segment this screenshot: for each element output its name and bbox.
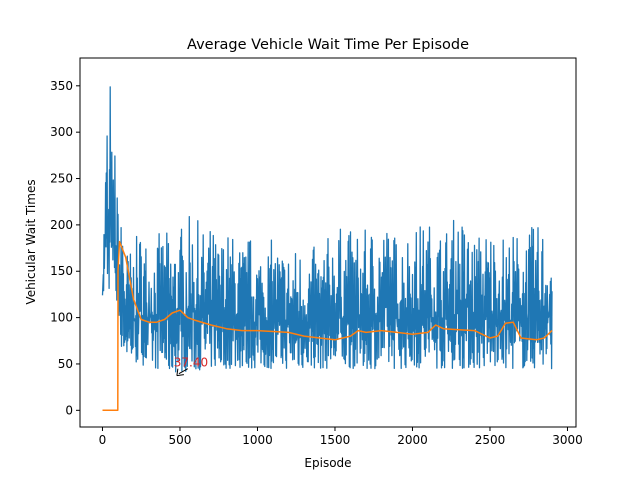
y-tick-label: 250 [50, 172, 73, 186]
y-axis: 0 50 100 150 200 250 300 350 [50, 79, 80, 417]
y-tick-label: 350 [50, 79, 73, 93]
y-tick-label: 100 [50, 311, 73, 325]
x-tick-label: 3000 [552, 433, 583, 447]
x-tick-label: 0 [99, 433, 107, 447]
annotation-arrowhead [176, 368, 184, 377]
plot-area: 37.40 [101, 86, 553, 412]
plot-frame [79, 57, 577, 428]
y-tick-label: 200 [50, 218, 73, 232]
y-axis-label: Vehicular Wait Times [24, 179, 38, 304]
annotation-label: 37.40 [174, 356, 208, 370]
x-axis-label: Episode [304, 456, 351, 470]
series-raw-line [101, 86, 553, 373]
y-tick-label: 150 [50, 264, 73, 278]
x-tick-label: 1000 [242, 433, 273, 447]
x-tick-label: 1500 [320, 433, 351, 447]
x-tick-label: 2500 [475, 433, 506, 447]
y-tick-label: 300 [50, 125, 73, 139]
x-tick-label: 2000 [397, 433, 428, 447]
series-moving-average-line [102, 240, 553, 412]
x-axis: 0 500 1000 1500 2000 2500 3000 [99, 427, 583, 447]
y-tick-label: 0 [65, 403, 73, 417]
chart-title: Average Vehicle Wait Time Per Episode [187, 37, 469, 53]
y-tick-label: 50 [58, 357, 73, 371]
x-tick-label: 500 [169, 433, 192, 447]
annotation-arrow [178, 368, 189, 375]
